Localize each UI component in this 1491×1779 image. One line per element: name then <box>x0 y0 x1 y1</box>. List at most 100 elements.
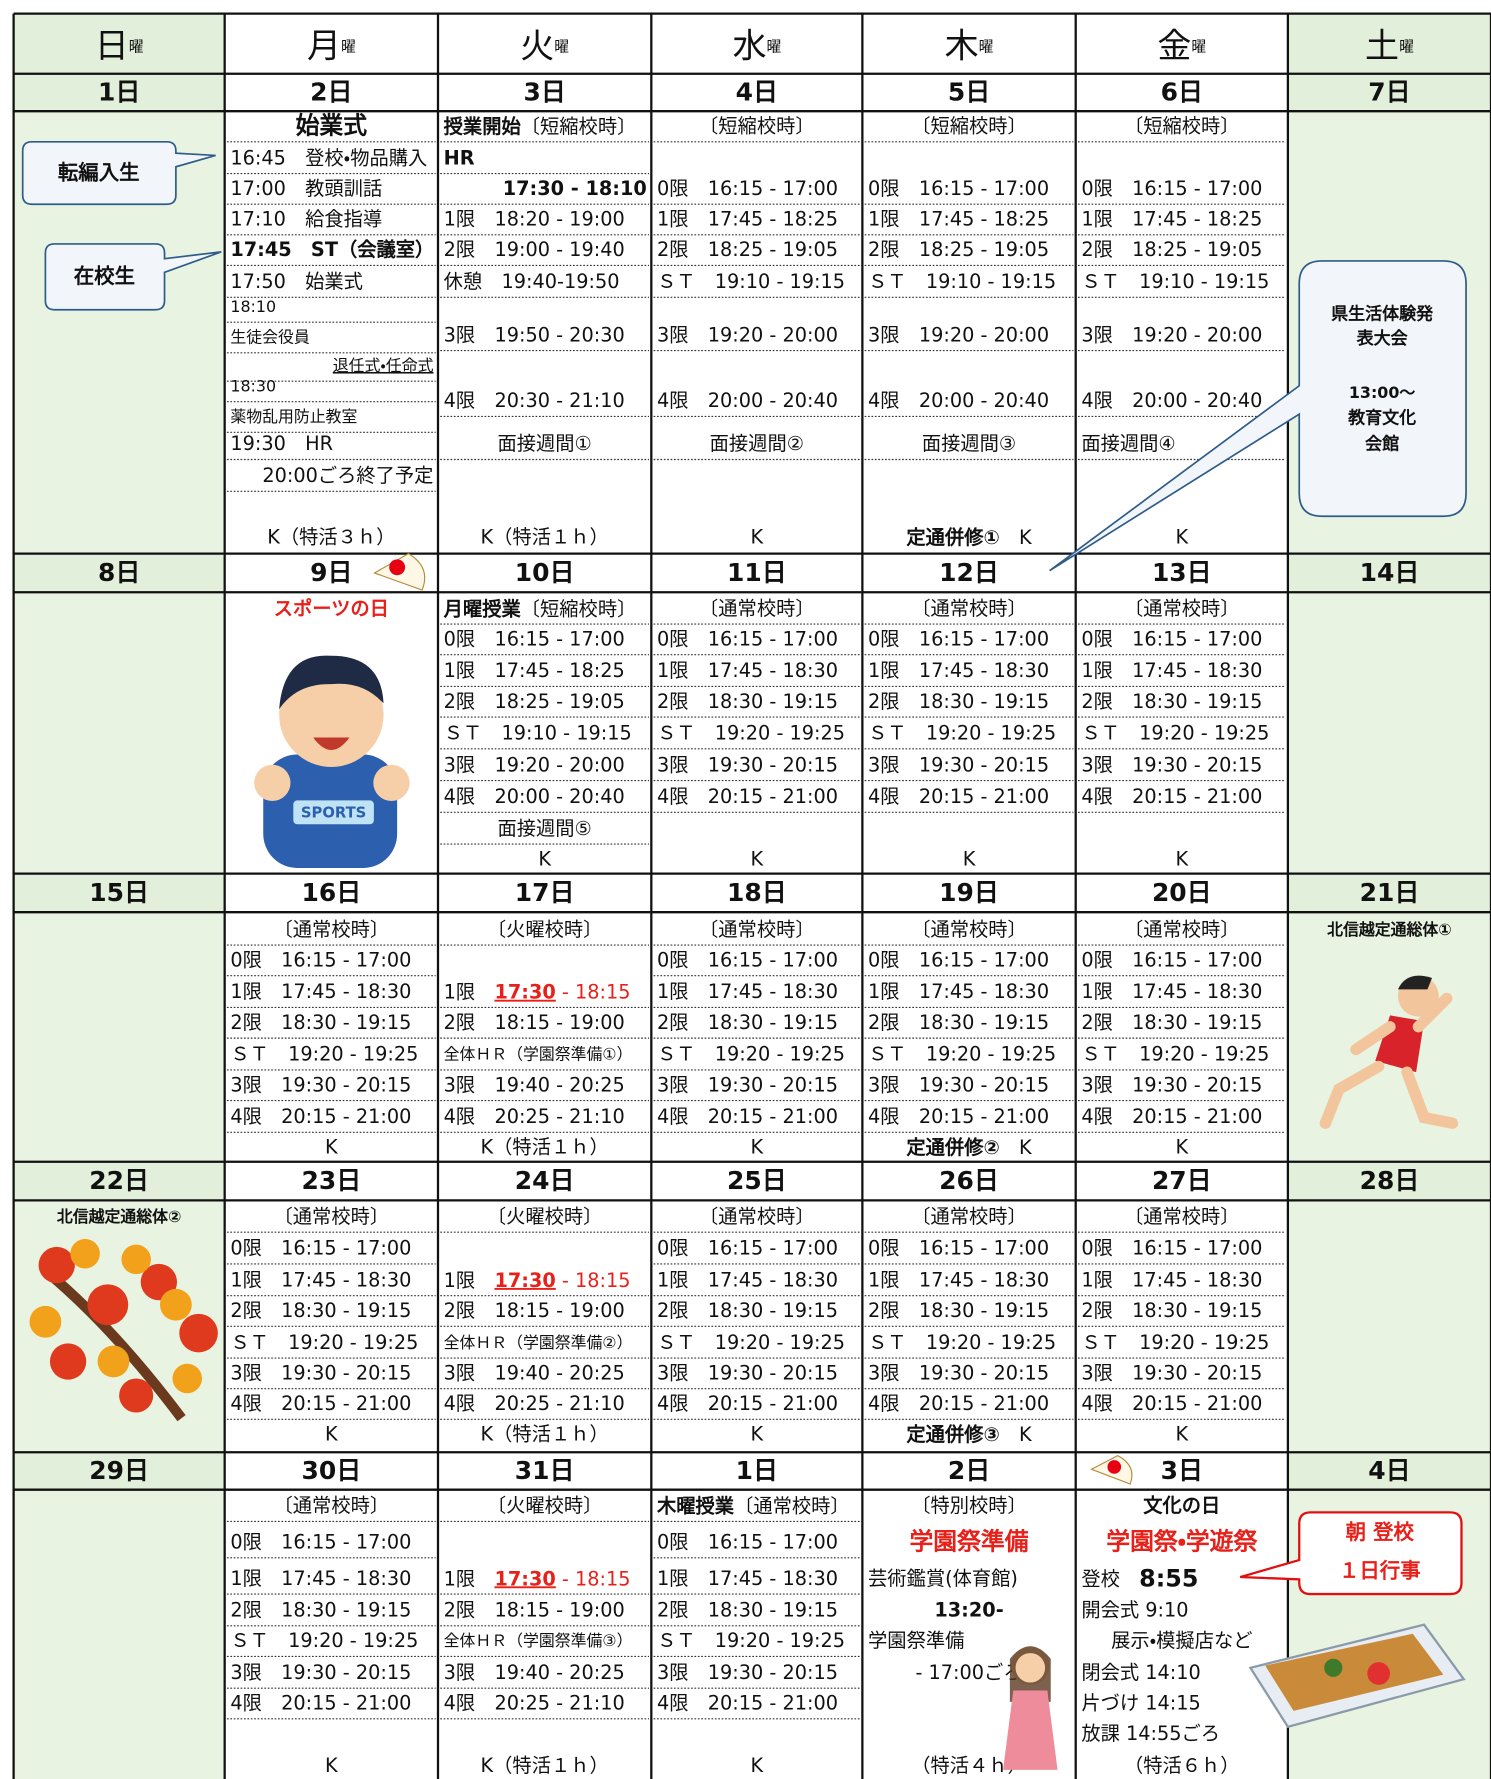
schedule-line: 放課 14:55ごろ <box>1081 1722 1220 1745</box>
schedule-line: K <box>325 1754 339 1777</box>
date-label: 1日 <box>736 1456 778 1485</box>
date-cell <box>1075 1161 1288 1201</box>
date-label: 27日 <box>1152 1166 1212 1195</box>
schedule-line: 0限 16:15 - 17:00 <box>657 1531 838 1554</box>
callout-bubble <box>1239 1511 1463 1596</box>
schedule-line: ＳＴ 19:20 - 19:25 <box>230 1629 418 1652</box>
date-cell <box>1075 553 1288 593</box>
schedule-line: 1限 17:45 - 18:30 <box>230 1268 411 1291</box>
date-label: 8日 <box>98 558 140 587</box>
schedule-line: K <box>751 525 765 548</box>
weekday-suffix: 曜 <box>554 39 569 56</box>
schedule-line: ＳＴ 19:20 - 19:25 <box>1081 1043 1269 1066</box>
schedule-line: 〔通常校時〕 <box>274 1494 390 1517</box>
weekday-suffix: 曜 <box>129 39 144 56</box>
day-cell <box>862 592 1076 874</box>
schedule-line: 3限 19:30 - 20:15 <box>657 1361 838 1384</box>
schedule-line: 1限 17:45 - 18:30 <box>657 1268 838 1291</box>
weekday-kanji: 火 <box>520 26 554 66</box>
schedule-line: 1限 17:45 - 18:25 <box>868 208 1049 231</box>
schedule-line: 4限 20:15 - 21:00 <box>657 1392 838 1415</box>
schedule-line: 〔特別校時〕 <box>911 1494 1027 1517</box>
date-cell <box>224 1161 438 1201</box>
date-cell <box>13 553 225 593</box>
schedule-part: 1限 <box>444 980 495 1003</box>
schedule-line: 始業式 <box>296 112 368 140</box>
schedule-line: 13:20- <box>934 1599 1003 1622</box>
schedule-line: 学園祭・学遊祭 <box>1106 1528 1258 1556</box>
day-cell <box>224 111 438 554</box>
schedule-line: 2限 18:30 - 19:15 <box>230 1599 411 1622</box>
schedule-part: 〔通常校時〕 <box>734 1494 850 1517</box>
schedule-line: 3限 19:30 - 20:15 <box>657 1073 838 1096</box>
schedule-line: 4限 20:00 - 20:40 <box>1081 389 1262 412</box>
schedule-line: 2限 18:30 - 19:15 <box>868 1011 1049 1034</box>
day-cell <box>13 912 225 1162</box>
schedule-line: ＳＴ 19:20 - 19:25 <box>868 1043 1056 1066</box>
date-cell <box>437 553 652 593</box>
schedule-line: 1限 17:45 - 18:30 <box>1081 1268 1262 1291</box>
schedule-line: 〔通常校時〕 <box>699 597 815 620</box>
schedule-line: 片づけ 14:15 <box>1081 1692 1200 1715</box>
schedule-line: 0限 16:15 - 17:00 <box>230 1237 411 1260</box>
schedule-line: K <box>1175 525 1189 548</box>
schedule-line: 1限 17:45 - 18:30 <box>657 1567 838 1590</box>
schedule-part: 定通併修① <box>906 525 999 548</box>
schedule-part: 17:30 <box>494 1268 555 1291</box>
date-label: 17日 <box>515 878 575 907</box>
schedule-line: ＳＴ 19:20 - 19:25 <box>657 1043 845 1066</box>
schedule-line: 面接週間① <box>497 432 591 455</box>
schedule-part: 登校 <box>1081 1567 1139 1590</box>
weekday-label: 土曜 <box>1365 26 1414 66</box>
schedule-part: - 18:15 <box>556 1567 631 1590</box>
date-cell <box>13 1452 225 1490</box>
date-label: 5日 <box>948 78 990 107</box>
day-cell <box>862 912 1076 1162</box>
schedule-line: K <box>325 1136 339 1159</box>
callout-text: 13:00～ <box>1349 383 1416 402</box>
schedule-line: 17:45 ST（会議室） <box>230 238 434 261</box>
schedule-part: 〔短縮校時〕 <box>521 597 637 620</box>
callout-text: 県生活体験発 <box>1331 303 1434 324</box>
schedule-line: 0限 16:15 - 17:00 <box>868 627 1049 650</box>
schedule-line: 1限 17:45 - 18:30 <box>230 980 411 1003</box>
schedule-line: 4限 20:30 - 21:10 <box>444 389 625 412</box>
schedule-line: 北信越定通総体① <box>1327 920 1452 939</box>
runner-illustration <box>1319 975 1459 1129</box>
schedule-line: 4限 20:15 - 21:00 <box>868 785 1049 808</box>
schedule-line: 0限 16:15 - 17:00 <box>230 1531 411 1554</box>
schedule-line: 面接週間③ <box>922 432 1016 455</box>
schedule-line: 定通併修① K <box>906 525 1033 548</box>
day-cell <box>437 1489 652 1779</box>
date-cell <box>1075 873 1288 913</box>
date-label: 31日 <box>515 1456 575 1485</box>
schedule-line: 定通併修③ K <box>906 1423 1033 1446</box>
weekday-suffix: 曜 <box>766 39 781 56</box>
schedule-line: 〔通常校時〕 <box>274 1205 390 1228</box>
weekday-kanji: 金 <box>1157 26 1191 66</box>
date-label: 4日 <box>1368 1456 1410 1485</box>
weekday-kanji: 土 <box>1365 26 1399 66</box>
schedule-line: 月曜授業〔短縮校時〕 <box>443 597 637 620</box>
schedule-line: スポーツの日 <box>274 597 389 620</box>
date-label: 30日 <box>301 1456 361 1485</box>
weekday-suffix: 曜 <box>979 39 994 56</box>
date-cell <box>1287 1452 1491 1490</box>
date-label: 15日 <box>89 878 149 907</box>
schedule-line: 1限 17:45 - 18:30 <box>657 980 838 1003</box>
schedule-line: 3限 19:30 - 20:15 <box>1081 1073 1262 1096</box>
schedule-line: 17:30 - 18:10 <box>503 177 647 200</box>
day-cell <box>651 111 863 554</box>
schedule-line: 0限 16:15 - 17:00 <box>868 948 1049 971</box>
schedule-line: 17:10 給食指導 <box>230 208 382 231</box>
day-cell <box>1075 592 1288 874</box>
schedule-part: 〔短縮校時〕 <box>521 115 637 138</box>
callout-text: 表大会 <box>1356 328 1409 349</box>
date-cell <box>13 873 225 913</box>
date-cell <box>13 1161 225 1201</box>
schedule-line: 4限 20:15 - 21:00 <box>230 1692 411 1715</box>
schedule-line: 閉会式 14:10 <box>1081 1661 1200 1684</box>
schedule-line: 1限 17:45 - 18:30 <box>1081 980 1262 1003</box>
schedule-line: ＳＴ 19:20 - 19:25 <box>868 722 1056 745</box>
